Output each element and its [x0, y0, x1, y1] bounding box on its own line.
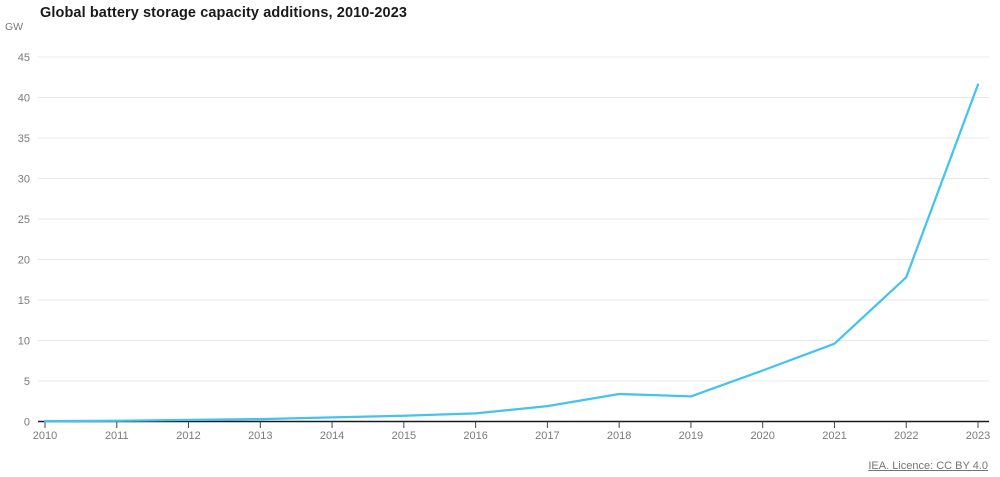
y-axis-tick-label: 20: [18, 255, 30, 267]
y-axis-tick-label: 0: [24, 417, 30, 429]
x-axis-tick-label: 2017: [535, 430, 559, 442]
x-axis-tick-label: 2023: [966, 430, 990, 442]
y-axis-tick-label: 35: [18, 133, 30, 145]
source-licence-link[interactable]: IEA. Licence: CC BY 4.0: [868, 460, 988, 472]
x-axis-tick-label: 2011: [105, 430, 129, 442]
y-axis-tick-label: 25: [18, 214, 30, 226]
x-axis-tick-label: 2012: [176, 430, 200, 442]
y-axis-tick-label: 5: [24, 376, 30, 388]
x-axis-tick-label: 2016: [463, 430, 487, 442]
x-axis-tick-label: 2019: [679, 430, 703, 442]
x-axis-tick-label: 2010: [33, 430, 57, 442]
data-line-battery-additions: [43, 83, 980, 423]
chart-title: Global battery storage capacity addition…: [40, 5, 408, 21]
y-axis-tick-label: 45: [18, 52, 30, 64]
x-axis-tick-label: 2020: [750, 430, 774, 442]
x-axis-tick-label: 2018: [607, 430, 631, 442]
y-axis-tick-label: 15: [18, 295, 30, 307]
x-axis-tick-label: 2022: [894, 430, 918, 442]
x-axis-tick-label: 2015: [392, 430, 416, 442]
y-axis-tick-label: 30: [18, 174, 30, 186]
x-axis-tick-label: 2013: [248, 430, 272, 442]
x-axis-tick-label: 2021: [822, 430, 846, 442]
y-axis-tick-label: 10: [18, 336, 30, 348]
y-axis-tick-label: 40: [18, 93, 30, 105]
x-axis-tick-label: 2014: [320, 430, 344, 442]
y-axis-unit-label: GW: [5, 21, 24, 33]
